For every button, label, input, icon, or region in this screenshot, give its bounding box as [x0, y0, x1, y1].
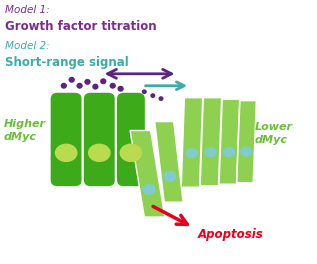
Ellipse shape	[158, 96, 164, 101]
Ellipse shape	[142, 184, 156, 195]
Ellipse shape	[185, 148, 198, 158]
Text: Higher
dMyc: Higher dMyc	[4, 119, 46, 142]
Text: Model 1:: Model 1:	[5, 5, 50, 15]
Polygon shape	[219, 99, 240, 184]
Ellipse shape	[150, 93, 155, 98]
Ellipse shape	[204, 147, 217, 158]
Text: Lower
dMyc: Lower dMyc	[255, 122, 293, 145]
Polygon shape	[155, 121, 183, 202]
Ellipse shape	[223, 147, 235, 157]
Ellipse shape	[110, 83, 116, 89]
FancyBboxPatch shape	[116, 92, 146, 187]
Ellipse shape	[120, 144, 142, 162]
Ellipse shape	[88, 144, 111, 162]
Polygon shape	[181, 98, 203, 187]
Ellipse shape	[240, 146, 253, 157]
FancyBboxPatch shape	[83, 92, 116, 187]
Ellipse shape	[76, 83, 83, 89]
Ellipse shape	[163, 171, 177, 182]
Text: Apoptosis: Apoptosis	[198, 228, 264, 242]
Ellipse shape	[55, 144, 78, 162]
Text: Short-range signal: Short-range signal	[5, 56, 129, 69]
Ellipse shape	[118, 86, 124, 92]
Polygon shape	[130, 130, 165, 217]
Polygon shape	[237, 101, 256, 183]
Text: Model 2:: Model 2:	[5, 41, 50, 51]
FancyBboxPatch shape	[50, 92, 83, 187]
Ellipse shape	[92, 84, 99, 89]
Ellipse shape	[61, 83, 67, 89]
Text: Growth factor titration: Growth factor titration	[5, 20, 157, 33]
Ellipse shape	[68, 77, 75, 83]
Ellipse shape	[142, 89, 147, 94]
Ellipse shape	[100, 78, 107, 84]
Ellipse shape	[84, 79, 91, 85]
Polygon shape	[200, 98, 222, 186]
